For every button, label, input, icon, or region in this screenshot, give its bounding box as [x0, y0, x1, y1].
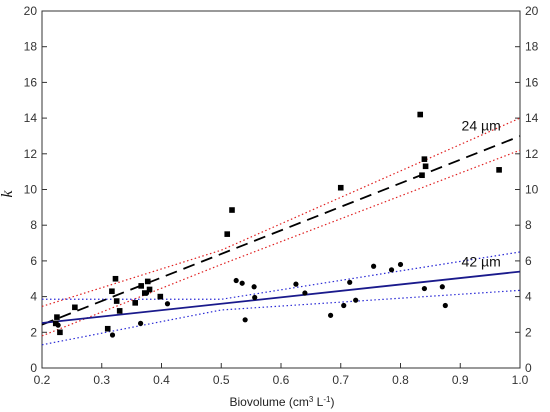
series-2-point	[302, 290, 308, 296]
x-tick-label: 0.2	[34, 373, 51, 387]
series-1-point	[116, 308, 123, 314]
series-2-point	[143, 290, 150, 296]
series-1-point	[57, 329, 63, 336]
y-tick-label-left: 12	[24, 147, 38, 161]
y-tick-label-left: 8	[30, 218, 37, 232]
y-tick-label-left: 20	[24, 4, 38, 18]
series-2-point	[252, 294, 258, 301]
y-tick-label-left: 18	[24, 40, 38, 54]
series-2-point	[242, 317, 248, 323]
series-1-point	[72, 304, 78, 311]
series-2-ci-upper	[42, 251, 521, 300]
series-1-point	[421, 156, 428, 162]
series-1-point	[138, 283, 144, 289]
series-1-point	[113, 298, 120, 304]
series-2-point	[388, 267, 395, 273]
y-axis-title: k	[0, 190, 16, 198]
series-2-point	[233, 277, 239, 284]
x-axis-title: Biovolume (cm3 L-1)	[230, 395, 335, 409]
y-axis-left: 0 2 4 6 8 10 12 14 16 18 20	[24, 4, 47, 375]
series-labels: 24 µm 42 µm	[462, 118, 501, 270]
y-tick-label-right: 8	[525, 218, 532, 232]
y-tick-label-right: 6	[525, 254, 532, 268]
series-1-point	[496, 167, 502, 173]
series-1-point	[157, 293, 164, 300]
series-1-point	[109, 288, 115, 295]
y-tick-label-right: 2	[525, 325, 532, 339]
x-axis-title-sup2: -1	[323, 395, 331, 404]
series-2-point	[347, 279, 353, 285]
regression-lines	[41, 135, 521, 326]
y-tick-label-left: 6	[30, 254, 37, 268]
series-1-fit-line	[41, 135, 521, 326]
series-2-point	[439, 284, 445, 290]
series-2-point	[137, 320, 144, 326]
series-2-point	[327, 312, 334, 318]
series-2-point	[239, 280, 245, 286]
y-tick-label-left: 0	[30, 361, 37, 375]
x-tick-label: 0.9	[452, 373, 469, 387]
data-points	[52, 111, 502, 338]
series-1-point	[144, 278, 151, 285]
series-2-point	[251, 284, 257, 290]
x-axis-title-sup1: 3	[309, 395, 314, 404]
series-1-ci-lower	[41, 149, 521, 337]
x-tick-label: 0.6	[273, 373, 290, 387]
y-tick-label-right: 14	[525, 111, 539, 125]
series-2-point	[421, 285, 427, 292]
y-tick-label-right: 4	[525, 290, 532, 304]
x-axis-title-mid: L	[313, 395, 323, 409]
series-2-ci-lower	[41, 289, 521, 346]
series-1-point	[229, 207, 235, 213]
y-tick-label-left: 16	[24, 75, 38, 89]
y-tick-label-right: 12	[525, 147, 539, 161]
series-1-point	[54, 314, 60, 320]
y-tick-label-left: 10	[24, 183, 38, 197]
series-label: 24 µm	[462, 118, 501, 134]
x-tick-label: 0.5	[213, 373, 230, 387]
series-2-point	[353, 297, 359, 303]
series-2-point	[397, 261, 404, 268]
series-1-point	[132, 300, 139, 306]
y-axis-right: 0 2 4 6 8 10 12 14 16 18 20	[515, 4, 539, 375]
series-1-point	[337, 184, 344, 191]
x-tick-label: 1.0	[512, 373, 529, 387]
series-1-point	[146, 286, 153, 293]
y-tick-label-right: 10	[525, 183, 539, 197]
series-2-point	[442, 302, 448, 309]
confidence-bands	[41, 117, 521, 346]
x-tick-label: 0.8	[392, 373, 409, 387]
y-tick-label-right: 18	[525, 40, 539, 54]
series-2-point	[371, 263, 377, 269]
series-2-point	[341, 302, 347, 309]
x-axis-title-main: Biovolume (cm	[230, 395, 309, 409]
series-2-point	[164, 301, 171, 307]
y-tick-label-left: 14	[24, 111, 38, 125]
series-1-point	[417, 111, 424, 118]
x-axis-title-end: )	[330, 395, 334, 409]
series-2-point	[55, 322, 61, 328]
series-1-point	[224, 231, 231, 237]
series-2-fit-line	[41, 270, 521, 324]
series-1-point	[52, 320, 59, 327]
y-tick-label-right: 0	[525, 361, 532, 375]
series-2-point	[109, 332, 116, 338]
y-tick-label-right: 20	[525, 4, 539, 18]
x-tick-label: 0.7	[332, 373, 349, 387]
series-2-point	[293, 281, 299, 287]
series-1-point	[112, 275, 119, 282]
series-1-point	[419, 172, 425, 179]
series-1-point	[104, 325, 111, 332]
x-tick-label: 0.4	[153, 373, 170, 387]
x-axis: 0.2 0.3 0.4 0.5 0.6 0.7 0.8 0.9 1.0	[34, 363, 529, 387]
y-tick-label-right: 16	[525, 75, 539, 89]
y-tick-label-left: 4	[30, 290, 37, 304]
series-1-point	[422, 163, 429, 170]
y-tick-label-left: 2	[30, 325, 37, 339]
series-label: 42 µm	[462, 253, 501, 269]
x-tick-label: 0.3	[93, 373, 110, 387]
